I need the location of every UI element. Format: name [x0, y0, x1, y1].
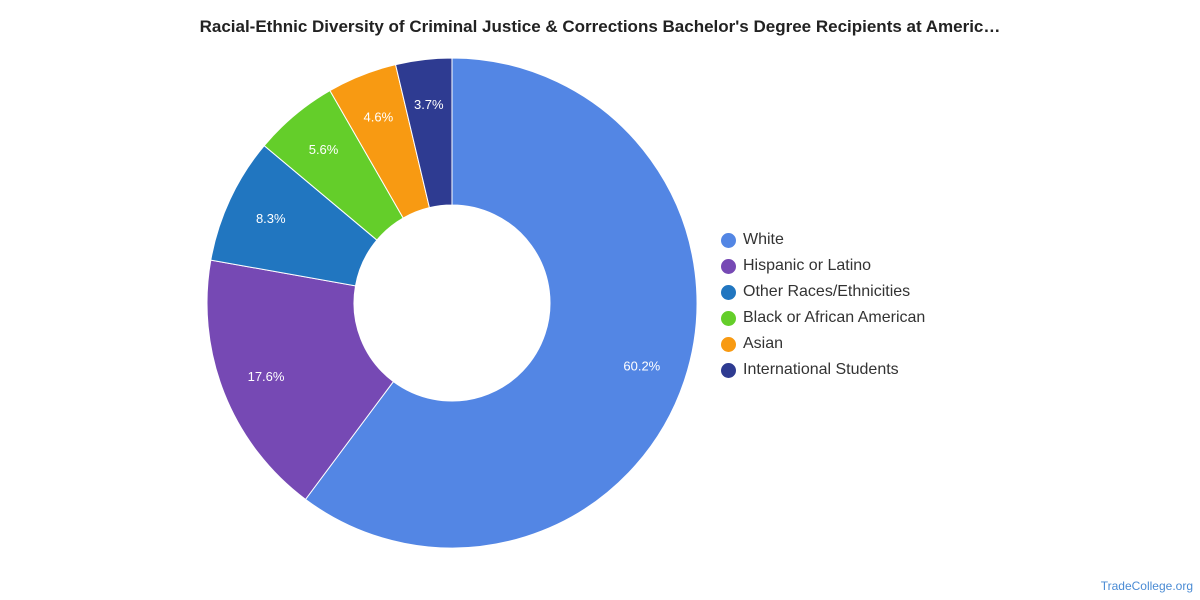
legend-item[interactable]: Other Races/Ethnicities [721, 279, 925, 305]
legend-item[interactable]: White [721, 227, 925, 253]
legend-label: International Students [743, 361, 899, 378]
slice-hispanic-or-latino[interactable] [206, 259, 395, 501]
legend-item[interactable]: Hispanic or Latino [721, 253, 925, 279]
legend-item[interactable]: Black or African American [721, 305, 925, 331]
chart-legend: White Hispanic or Latino Other Races/Ethni… [721, 227, 925, 383]
slice-international-students[interactable] [394, 57, 453, 209]
slice-label: 60.2% [623, 358, 660, 373]
slice-label: 5.6% [309, 142, 339, 157]
source-credit[interactable]: TradeCollege.org [1100, 579, 1193, 593]
legend-label: Hispanic or Latino [743, 257, 872, 274]
legend-label: Asian [743, 335, 784, 352]
legend-swatch-icon [721, 258, 736, 274]
slice-white[interactable] [304, 57, 698, 549]
slice-label: 17.6% [248, 369, 285, 384]
legend-swatch-icon [721, 284, 736, 300]
legend-label: Other Races/Ethnicities [743, 283, 911, 300]
slice-label: 8.3% [256, 211, 286, 226]
legend-item[interactable]: International Students [721, 357, 925, 383]
legend-swatch-icon [721, 336, 736, 352]
legend-label: White [743, 231, 784, 248]
legend-swatch-icon [721, 232, 736, 248]
legend-label: Black or African American [743, 309, 926, 326]
legend-item[interactable]: Asian [721, 331, 925, 357]
slice-label: 4.6% [364, 110, 394, 125]
legend-swatch-icon [721, 310, 736, 326]
legend-swatch-icon [721, 362, 736, 378]
slice-label: 3.7% [414, 97, 444, 112]
chart-title: Racial-Ethnic Diversity of Criminal Just… [199, 17, 1001, 36]
